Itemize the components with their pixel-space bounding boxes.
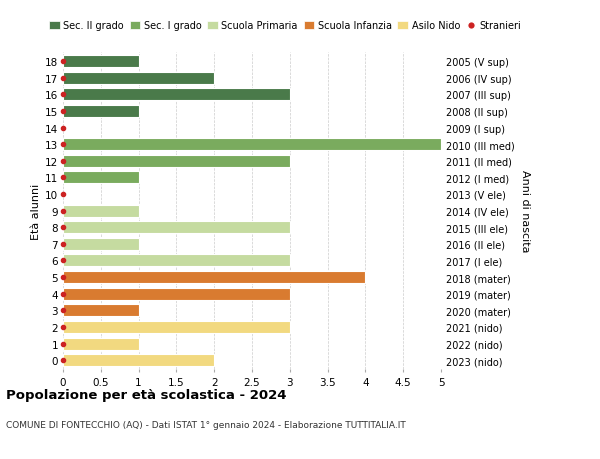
Bar [63, 106, 139, 118]
Bar [63, 205, 139, 217]
Bar [63, 338, 139, 350]
Bar [63, 222, 290, 234]
Bar [63, 139, 441, 151]
Bar [63, 321, 290, 333]
Bar [63, 271, 365, 284]
Legend: Sec. II grado, Sec. I grado, Scuola Primaria, Scuola Infanzia, Asilo Nido, Stran: Sec. II grado, Sec. I grado, Scuola Prim… [49, 21, 521, 31]
Text: COMUNE DI FONTECCHIO (AQ) - Dati ISTAT 1° gennaio 2024 - Elaborazione TUTTITALIA: COMUNE DI FONTECCHIO (AQ) - Dati ISTAT 1… [6, 420, 406, 429]
Bar [63, 305, 139, 317]
Bar [63, 73, 214, 84]
Bar [63, 172, 139, 184]
Text: Popolazione per età scolastica - 2024: Popolazione per età scolastica - 2024 [6, 388, 287, 401]
Bar [63, 288, 290, 300]
Bar [63, 89, 290, 101]
Y-axis label: Età alunni: Età alunni [31, 183, 41, 239]
Bar [63, 56, 139, 68]
Bar [63, 255, 290, 267]
Y-axis label: Anni di nascita: Anni di nascita [520, 170, 530, 252]
Bar [63, 156, 290, 168]
Bar [63, 354, 214, 366]
Bar [63, 238, 139, 250]
